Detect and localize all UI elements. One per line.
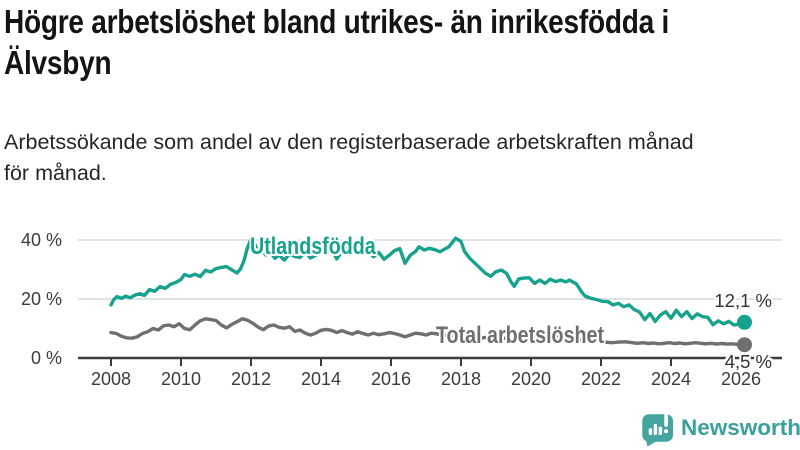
y-tick-label: 20 % — [20, 289, 62, 309]
y-tick-label: 40 % — [20, 230, 62, 250]
title-line-2: Älvsbyn — [4, 44, 112, 81]
series-end-dot-total — [737, 337, 752, 353]
x-tick-label: 2020 — [510, 369, 552, 389]
brand-name: Newsworthy — [681, 415, 800, 440]
x-tick-label: 2018 — [440, 369, 482, 389]
x-tick-label: 2012 — [230, 369, 272, 389]
x-tick-label: 2014 — [300, 369, 342, 389]
series-line-total — [109, 317, 747, 347]
newsworthy-logo: Newsworthy — [638, 408, 800, 448]
x-tick-label: 2016 — [370, 369, 412, 389]
series-label-utlandsfodda: Utlandsfödda — [250, 233, 376, 260]
x-tick-label: 2008 — [90, 369, 132, 389]
chart-subtitle: Arbetssökande som andel av den registerb… — [4, 127, 694, 189]
end-value-label-total: 4,5 % — [724, 350, 772, 372]
title-line-1: Högre arbetslöshet bland utrikes- än inr… — [4, 3, 670, 40]
x-tick-label: 2024 — [650, 369, 692, 389]
end-value-label-utlandsfodda: 12,1 % — [714, 290, 772, 312]
bar-chart-speech-bubble-icon — [642, 412, 673, 447]
series-end-dot-utlandsfodda — [737, 314, 752, 330]
y-tick-label: 0 % — [30, 348, 62, 368]
series-line-utlandsfodda — [109, 236, 747, 327]
x-tick-label: 2010 — [160, 369, 202, 389]
page-title: Högre arbetslöshet bland utrikes- än inr… — [4, 1, 669, 83]
subtitle-line-1: Arbetssökande som andel av den registerb… — [4, 130, 694, 154]
x-tick-label: 2022 — [580, 369, 622, 389]
x-tick-label: 2026 — [720, 369, 762, 389]
subtitle-line-2: för månad. — [4, 161, 107, 185]
series-label-total: Total arbetslöshet — [436, 322, 605, 349]
